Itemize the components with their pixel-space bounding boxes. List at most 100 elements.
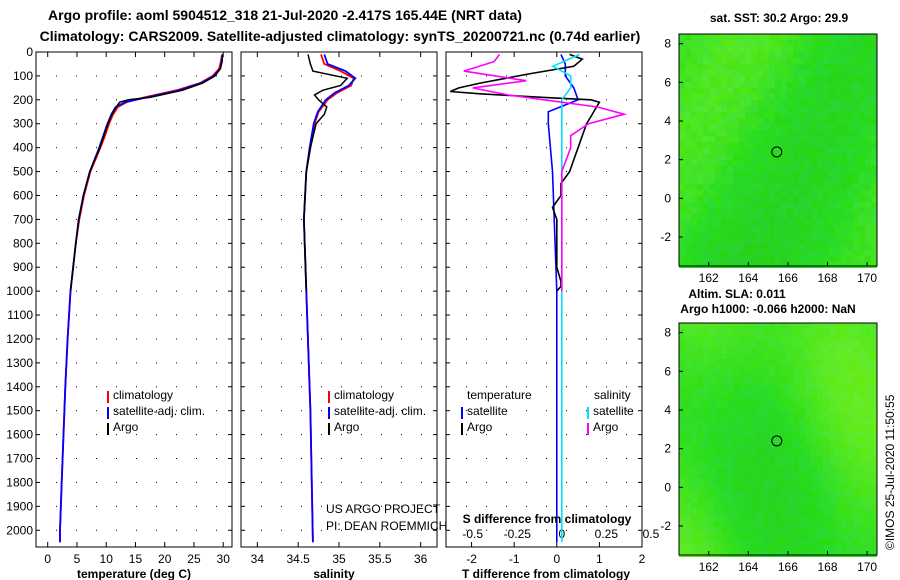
map-cell: [865, 82, 871, 88]
map-cell: [763, 473, 769, 479]
map-cell: [721, 413, 727, 419]
map-cell: [829, 82, 835, 88]
grid-dot: [506, 266, 507, 268]
map-cell: [859, 118, 865, 124]
map-cell: [703, 401, 709, 407]
map-cell: [733, 533, 739, 539]
map-cell: [793, 214, 799, 220]
map-cell: [865, 154, 871, 160]
map-cell: [739, 377, 745, 383]
map-cell: [835, 407, 841, 413]
grid-dot: [486, 481, 487, 483]
grid-dot: [176, 290, 177, 292]
map-cell: [769, 118, 775, 124]
map-cell: [835, 371, 841, 377]
map-cell: [721, 395, 727, 401]
grid-dot: [586, 147, 587, 149]
grid-dot: [341, 410, 342, 412]
map-cell: [685, 371, 691, 377]
grid-dot: [176, 51, 177, 53]
map-cell: [871, 515, 877, 521]
map-cell: [781, 515, 787, 521]
map-cell: [793, 515, 799, 521]
grid-dot: [586, 51, 587, 53]
map-cell: [751, 238, 757, 244]
map-cell: [739, 220, 745, 226]
map-cell: [823, 527, 829, 533]
map-cell: [685, 190, 691, 196]
map-cell: [823, 256, 829, 262]
map-cell: [859, 190, 865, 196]
map-cell: [811, 455, 817, 461]
map-cell: [709, 515, 715, 521]
map-cell: [751, 509, 757, 515]
map-cell: [715, 250, 721, 256]
map-cell: [733, 184, 739, 190]
map-cell: [745, 82, 751, 88]
map-cell: [751, 347, 757, 353]
grid-dot: [586, 314, 587, 316]
grid-dot: [56, 338, 57, 340]
map-cell: [835, 443, 841, 449]
map-cell: [847, 88, 853, 94]
grid-dot: [586, 290, 587, 292]
map-cell: [697, 389, 703, 395]
map-cell: [841, 437, 847, 443]
map-cell: [751, 443, 757, 449]
grid-dot: [546, 147, 547, 149]
map-cell: [703, 323, 709, 329]
grid-dot: [321, 362, 322, 364]
grid-dot: [76, 458, 77, 460]
grid-dot: [216, 362, 217, 364]
map-cell: [811, 473, 817, 479]
map-cell: [763, 383, 769, 389]
map-cell: [763, 82, 769, 88]
grid-dot: [546, 218, 547, 220]
grid-dot: [216, 290, 217, 292]
grid-dot: [216, 123, 217, 125]
grid-dot: [421, 338, 422, 340]
grid-dot: [261, 218, 262, 220]
map-cell: [793, 329, 799, 335]
map-cell: [817, 413, 823, 419]
map-cell: [799, 214, 805, 220]
map-cell: [871, 214, 877, 220]
map-cell: [829, 52, 835, 58]
map-cell: [853, 431, 859, 437]
map-cell: [721, 196, 727, 202]
map-cell: [679, 539, 685, 545]
map-cell: [817, 323, 823, 329]
map-cell: [685, 40, 691, 46]
map-cell: [835, 485, 841, 491]
map-cell: [799, 383, 805, 389]
grid-dot: [361, 194, 362, 196]
map-cell: [739, 539, 745, 545]
grid-dot: [136, 194, 137, 196]
map-cell: [847, 232, 853, 238]
map-cell: [727, 112, 733, 118]
map-cell: [805, 142, 811, 148]
map-cell: [751, 455, 757, 461]
map-y-label: 6: [664, 364, 671, 378]
map-cell: [811, 160, 817, 166]
map-cell: [691, 226, 697, 232]
map-cell: [751, 377, 757, 383]
map-cell: [871, 329, 877, 335]
map-cell: [871, 256, 877, 262]
map-cell: [835, 244, 841, 250]
grid-dot: [606, 123, 607, 125]
map-cell: [811, 130, 817, 136]
map-cell: [691, 347, 697, 353]
map-cell: [871, 443, 877, 449]
grid-dot: [361, 314, 362, 316]
map-cell: [811, 521, 817, 527]
map-cell: [733, 437, 739, 443]
map-cell: [829, 208, 835, 214]
map-cell: [835, 545, 841, 551]
grid-dot: [261, 171, 262, 173]
map-cell: [811, 491, 817, 497]
map-cell: [763, 479, 769, 485]
map-cell: [769, 509, 775, 515]
map-cell: [721, 58, 727, 64]
